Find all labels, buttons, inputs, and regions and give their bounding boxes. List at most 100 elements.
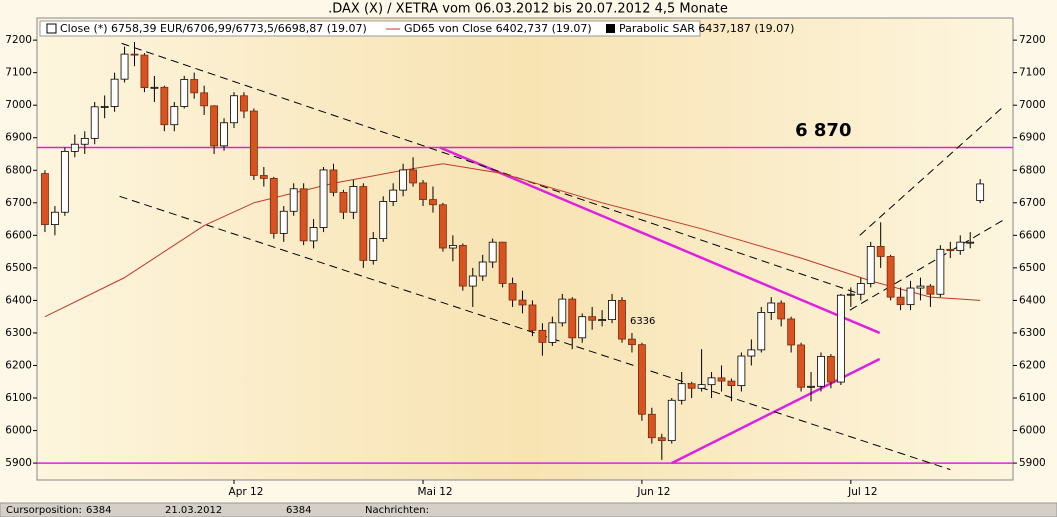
candle-body: [767, 302, 776, 313]
candle-body: [817, 355, 825, 387]
candle-body: [777, 302, 786, 320]
y-tick-label: 6900: [1019, 132, 1046, 144]
candle-body: [807, 385, 815, 388]
candle-body: [866, 245, 875, 284]
y-tick-label: 6000: [5, 425, 32, 437]
candle-body: [548, 322, 557, 343]
legend-box: [39, 20, 701, 37]
candle-body: [249, 110, 258, 176]
candle-body: [876, 245, 885, 257]
status-value: 6384: [286, 505, 311, 516]
candle-body: [309, 227, 318, 242]
y-tick-label: 6600: [1019, 229, 1046, 241]
candle-body: [956, 241, 965, 252]
status-label: Cursorposition:: [6, 505, 82, 516]
candle-body: [667, 399, 676, 442]
candle-body: [120, 53, 129, 80]
status-news: Nachrichten:: [365, 505, 429, 516]
candle-body: [518, 299, 527, 306]
candle-body: [200, 92, 209, 107]
candle-body: [180, 79, 189, 107]
candle-body: [190, 79, 199, 94]
y-tick-label: 7200: [1019, 34, 1046, 46]
candle-body: [508, 283, 517, 301]
x-tick-label: Jul 12: [847, 486, 877, 498]
y-tick-label: 7000: [5, 99, 32, 111]
status-bar: [0, 502, 1057, 517]
candle-body: [578, 316, 587, 339]
candle-body: [468, 275, 477, 287]
trend-line: [859, 104, 1006, 236]
candle-body: [677, 383, 686, 401]
candle-body: [628, 338, 636, 346]
candle-body: [478, 261, 487, 277]
candle-body: [51, 211, 59, 225]
candle-body: [130, 53, 139, 56]
annotation: 6336: [630, 316, 655, 327]
y-tick-label: 6800: [5, 164, 32, 176]
plot-area: [36, 17, 1014, 481]
legend-swatch: [606, 24, 615, 33]
candle-body: [399, 169, 408, 191]
candle-body: [41, 173, 49, 225]
candle-body: [389, 189, 398, 202]
candle-body: [797, 344, 805, 388]
candle-body: [498, 241, 507, 284]
candle-body: [289, 188, 298, 212]
moving-average: [44, 163, 981, 318]
candle-body: [210, 105, 218, 147]
candle-body: [538, 329, 547, 343]
trend-line: [849, 218, 1006, 311]
y-tick-label: 6500: [1019, 262, 1046, 274]
y-tick-label: 6200: [1019, 359, 1046, 371]
candle-body: [836, 294, 845, 383]
candle-body: [697, 384, 706, 389]
candle-body: [349, 186, 358, 213]
candle-body: [439, 204, 447, 249]
y-tick-label: 5900: [1019, 457, 1046, 469]
y-tick-label: 6500: [5, 262, 32, 274]
candle-body: [170, 106, 179, 126]
candle-body: [926, 285, 935, 295]
candle-body: [598, 319, 607, 322]
chart-title: .DAX (X) / XETRA vom 06.03.2012 bis 20.0…: [328, 2, 728, 17]
candle-body: [618, 300, 626, 340]
candle-body: [657, 437, 666, 442]
y-tick-label: 7000: [1019, 99, 1046, 111]
candle-body: [747, 349, 756, 357]
candle-body: [279, 210, 288, 234]
legend-entry: GD65 von Close 6402,737 (19.07): [404, 22, 592, 35]
y-tick-label: 6900: [5, 132, 32, 144]
candle-body: [90, 106, 99, 139]
candle-body: [369, 238, 378, 261]
level-label: 6 870: [795, 120, 851, 141]
candle-body: [429, 199, 437, 206]
candle-body: [886, 256, 895, 298]
candle-body: [60, 150, 69, 213]
candle-body: [946, 248, 955, 252]
candle-body: [936, 248, 945, 295]
candle-body: [787, 318, 796, 346]
legend-entry: Parabolic SAR 6437,187 (19.07): [619, 22, 794, 35]
candle-body: [220, 122, 228, 147]
trend-line: [439, 146, 881, 335]
candle-body: [379, 201, 388, 239]
candle-body: [906, 287, 915, 306]
y-tick-label: 6400: [1019, 294, 1046, 306]
y-tick-label: 6700: [1019, 197, 1046, 209]
candle-body: [100, 106, 109, 108]
y-tick-label: 7200: [5, 34, 32, 46]
legend-swatch: [46, 23, 57, 34]
candle-body: [80, 137, 89, 145]
status-date: 21.03.2012: [165, 505, 222, 516]
y-tick-label: 6000: [1019, 425, 1046, 437]
candle-body: [359, 186, 368, 261]
candle-body: [528, 304, 537, 331]
candle-body: [299, 188, 308, 242]
y-tick-label: 6200: [5, 359, 32, 371]
candle-body: [150, 86, 159, 89]
candle-body: [488, 241, 497, 263]
candle-body: [419, 182, 427, 200]
candle-body: [458, 245, 467, 287]
y-tick-label: 7100: [1019, 67, 1046, 79]
